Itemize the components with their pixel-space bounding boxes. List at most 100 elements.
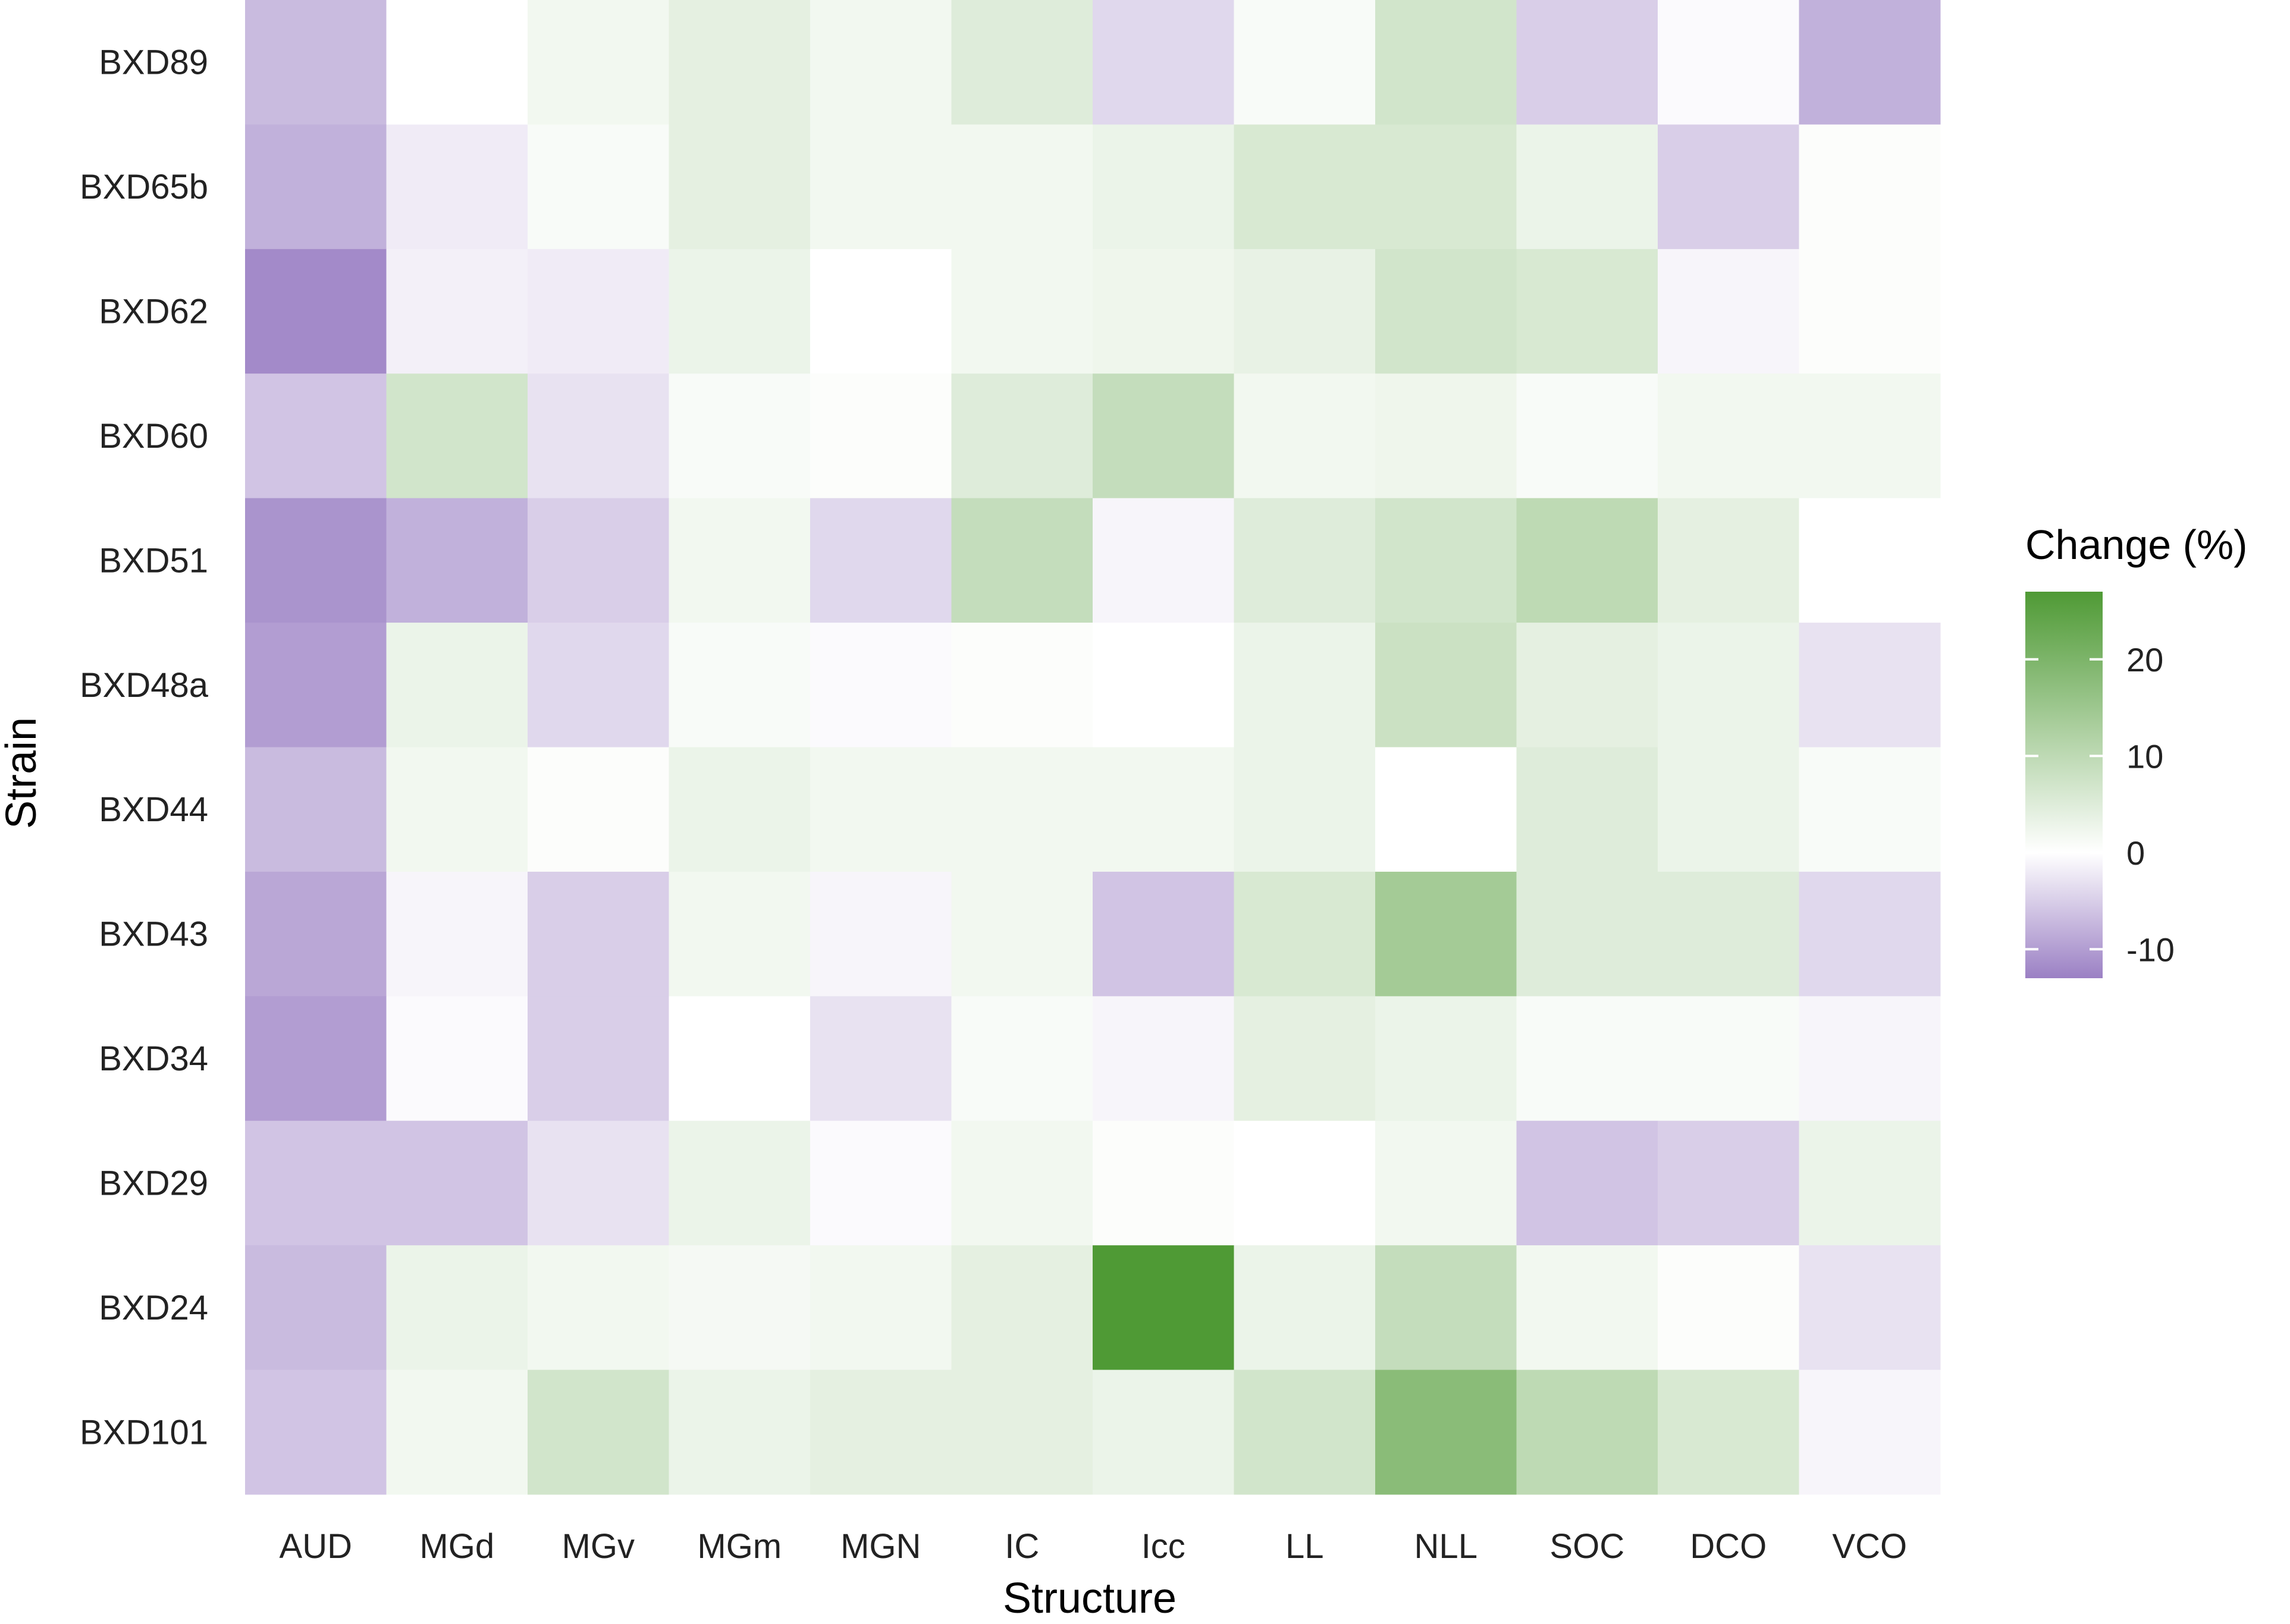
legend-title: Change (%) (2025, 522, 2248, 568)
heatmap-cell-BXD65b-DCO (1658, 124, 1799, 250)
heatmap-cells (245, 0, 1941, 1495)
heatmap-cell-BXD24-LL (1234, 1245, 1376, 1371)
heatmap-cell-BXD101-MGm (669, 1369, 811, 1495)
heatmap-cell-BXD89-MGd (386, 0, 528, 125)
heatmap-cell-BXD51-MGN (810, 498, 952, 623)
heatmap-cell-BXD29-VCO (1799, 1120, 1941, 1246)
heatmap-cell-BXD60-MGv (528, 373, 669, 499)
y-tick-label: BXD65b (80, 168, 208, 206)
heatmap-cell-BXD89-IC (951, 0, 1093, 125)
heatmap-cell-BXD24-AUD (245, 1245, 387, 1371)
heatmap-cell-BXD48a-MGm (669, 623, 811, 747)
heatmap-cell-BXD60-NLL (1375, 373, 1517, 499)
heatmap-cell-BXD44-DCO (1658, 747, 1799, 872)
x-tick-label: NLL (1414, 1527, 1477, 1566)
x-tick-label: VCO (1832, 1527, 1907, 1566)
heatmap-cell-BXD51-AUD (245, 498, 387, 623)
y-tick-label: BXD60 (99, 417, 208, 456)
heatmap-cell-BXD89-VCO (1799, 0, 1941, 125)
heatmap-cell-BXD34-MGm (669, 996, 811, 1122)
heatmap-cell-BXD60-DCO (1658, 373, 1799, 499)
x-tick-label: MGd (419, 1527, 494, 1566)
heatmap-cell-BXD34-AUD (245, 996, 387, 1122)
heatmap-cell-BXD51-NLL (1375, 498, 1517, 623)
heatmap-cell-BXD48a-VCO (1799, 623, 1941, 747)
y-tick-label: BXD62 (99, 293, 208, 331)
heatmap-cell-BXD34-VCO (1799, 996, 1941, 1122)
heatmap-cell-BXD62-IC (951, 249, 1093, 374)
heatmap-cell-BXD44-NLL (1375, 747, 1517, 872)
heatmap-cell-BXD29-Icc (1093, 1120, 1234, 1246)
heatmap-cell-BXD44-Icc (1093, 747, 1234, 872)
heatmap-cell-BXD101-VCO (1799, 1369, 1941, 1495)
heatmap-cell-BXD51-SOC (1516, 498, 1658, 623)
heatmap-cell-BXD51-DCO (1658, 498, 1799, 623)
heatmap-cell-BXD101-MGN (810, 1369, 952, 1495)
heatmap-cell-BXD48a-MGd (386, 623, 528, 747)
heatmap-cell-BXD34-NLL (1375, 996, 1517, 1122)
heatmap-cell-BXD62-VCO (1799, 249, 1941, 374)
heatmap-cell-BXD44-LL (1234, 747, 1376, 872)
heatmap-cell-BXD24-VCO (1799, 1245, 1941, 1371)
heatmap-cell-BXD44-MGm (669, 747, 811, 872)
x-tick-label: AUD (280, 1527, 352, 1566)
heatmap-cell-BXD101-SOC (1516, 1369, 1658, 1495)
heatmap-cell-BXD101-IC (951, 1369, 1093, 1495)
legend-color-bar (2025, 592, 2103, 978)
heatmap-cell-BXD101-LL (1234, 1369, 1376, 1495)
heatmap-cell-BXD48a-IC (951, 623, 1093, 747)
heatmap-cell-BXD60-IC (951, 373, 1093, 499)
y-tick-label: BXD101 (80, 1413, 208, 1452)
heatmap-cell-BXD29-MGm (669, 1120, 811, 1246)
heatmap-cell-BXD29-MGd (386, 1120, 528, 1246)
heatmap-cell-BXD24-MGv (528, 1245, 669, 1371)
heatmap-cell-BXD65b-MGm (669, 124, 811, 250)
heatmap-cell-BXD29-LL (1234, 1120, 1376, 1246)
x-axis-title: Structure (1003, 1575, 1177, 1622)
heatmap-cell-BXD43-VCO (1799, 871, 1941, 997)
heatmap-cell-BXD65b-VCO (1799, 124, 1941, 250)
legend-tick-label: 10 (2126, 737, 2163, 775)
heatmap-cell-BXD43-IC (951, 871, 1093, 997)
x-axis-tick-labels: AUD MGd MGv MGm MGN IC Icc LL NLL SOC DCO VCO (280, 1527, 1908, 1566)
heatmap-cell-BXD43-MGd (386, 871, 528, 997)
heatmap-cell-BXD62-Icc (1093, 249, 1234, 374)
heatmap-cell-BXD101-MGd (386, 1369, 528, 1495)
heatmap-cell-BXD34-IC (951, 996, 1093, 1122)
y-tick-label: BXD29 (99, 1164, 208, 1202)
heatmap-cell-BXD24-SOC (1516, 1245, 1658, 1371)
heatmap-cell-BXD101-AUD (245, 1369, 387, 1495)
legend-tick-label: 20 (2126, 641, 2163, 679)
y-axis-tick-labels: BXD89 BXD65b BXD62 BXD60 BXD51 BXD48a BXD44 BXD… (80, 43, 209, 1452)
heatmap-cell-BXD51-LL (1234, 498, 1376, 623)
y-axis-title: Strain (0, 717, 45, 829)
legend-ticks: 20 10 0 -10 (2025, 641, 2175, 968)
heatmap-cell-BXD62-NLL (1375, 249, 1517, 374)
heatmap-cell-BXD89-AUD (245, 0, 387, 125)
heatmap-cell-BXD34-SOC (1516, 996, 1658, 1122)
heatmap-cell-BXD48a-SOC (1516, 623, 1658, 747)
heatmap-cell-BXD48a-AUD (245, 623, 387, 747)
heatmap-cell-BXD34-LL (1234, 996, 1376, 1122)
heatmap-cell-BXD62-MGN (810, 249, 952, 374)
heatmap-cell-BXD51-Icc (1093, 498, 1234, 623)
heatmap-cell-BXD51-VCO (1799, 498, 1941, 623)
heatmap-cell-BXD43-MGv (528, 871, 669, 997)
heatmap-cell-BXD29-NLL (1375, 1120, 1517, 1246)
heatmap-cell-BXD43-Icc (1093, 871, 1234, 997)
heatmap-cell-BXD44-MGN (810, 747, 952, 872)
heatmap-cell-BXD29-MGv (528, 1120, 669, 1246)
y-tick-label: BXD48a (80, 666, 209, 705)
heatmap-cell-BXD34-MGd (386, 996, 528, 1122)
x-tick-label: MGN (840, 1527, 921, 1566)
heatmap-cell-BXD48a-MGv (528, 623, 669, 747)
heatmap-cell-BXD89-SOC (1516, 0, 1658, 125)
heatmap-cell-BXD48a-DCO (1658, 623, 1799, 747)
heatmap-cell-BXD24-IC (951, 1245, 1093, 1371)
heatmap-cell-BXD62-DCO (1658, 249, 1799, 374)
heatmap-cell-BXD62-MGv (528, 249, 669, 374)
y-tick-label: BXD24 (99, 1289, 208, 1327)
heatmap-cell-BXD44-MGv (528, 747, 669, 872)
heatmap-cell-BXD44-VCO (1799, 747, 1941, 872)
